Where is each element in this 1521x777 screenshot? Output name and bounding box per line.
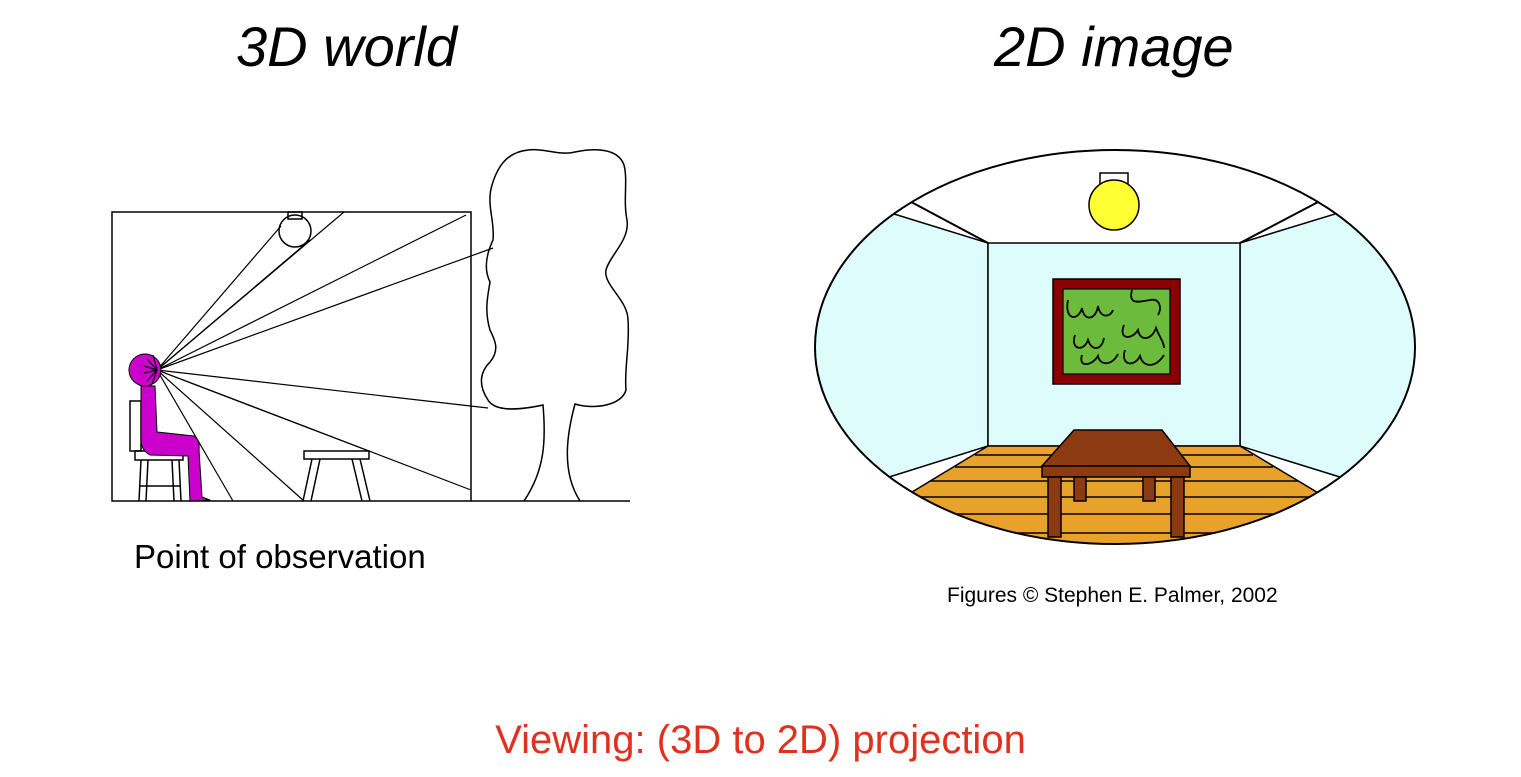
caption-point-of-observation: Point of observation: [134, 538, 426, 575]
projection-rays: [156, 211, 494, 502]
chair: [129, 400, 184, 502]
tree: [480, 148, 630, 502]
ceiling-lamp-mount: [287, 211, 303, 220]
heading-3d-world: 3D world: [236, 15, 457, 78]
observer-person: [128, 353, 211, 502]
ceiling-lamp: [278, 214, 312, 248]
world-diagram: [111, 148, 630, 502]
observer-eye: [143, 354, 158, 385]
heading-2d-image: 2D image: [994, 15, 1234, 78]
image-diagram: [814, 149, 1416, 545]
image-table: [1040, 429, 1192, 538]
image-lamp: [1088, 179, 1140, 231]
slide-footer-title: Viewing: (3D to 2D) projection: [495, 718, 1026, 762]
viewing-oval: [814, 149, 1416, 545]
bench: [302, 450, 371, 502]
painting-scribbles: [1066, 289, 1165, 366]
caption-figure-credit: Figures © Stephen E. Palmer, 2002: [947, 584, 1278, 607]
